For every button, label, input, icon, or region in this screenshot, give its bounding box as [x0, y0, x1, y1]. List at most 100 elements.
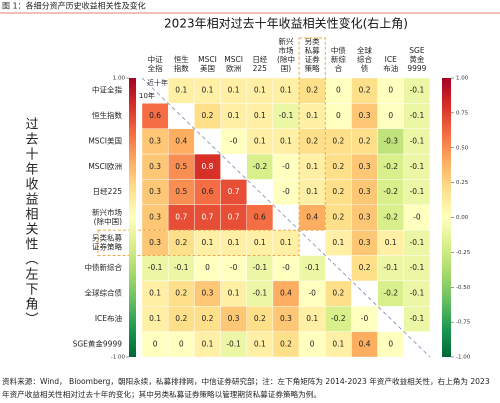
cell-value-label: -0.1 [252, 289, 267, 298]
cell-value-label: -0.2 [383, 289, 398, 298]
highlight-box [97, 229, 300, 256]
cell-value-label: 0.3 [359, 187, 371, 196]
cell-value-label: 0.2 [175, 289, 187, 298]
column-label: MSCI [224, 55, 243, 64]
cell-value-label: 0.1 [280, 86, 292, 95]
cell-value-label: 0 [388, 86, 393, 95]
cell-value-label: 0.3 [149, 213, 161, 222]
colorbar [442, 78, 451, 357]
colorbar-tick-label: 0.75 [456, 110, 469, 116]
row-label: SGE黄金9999 [73, 338, 123, 348]
colorbar-tick-label: -0.75 [456, 320, 471, 326]
heatmap-cell [351, 179, 378, 206]
column-label: 另类 [305, 36, 320, 46]
cell-value-label: 0.1 [332, 339, 344, 348]
cell-value-label: -0 [282, 187, 290, 196]
cell-value-label: 0.6 [254, 213, 266, 222]
annotation: 10年 [139, 91, 155, 100]
column-label: 市场 [279, 45, 294, 55]
column-label: 225 [253, 64, 268, 73]
cell-value-label: 0.1 [228, 86, 240, 95]
cell-value-label: -0 [282, 263, 290, 272]
cell-value-label: 0.7 [228, 187, 240, 196]
colorbar-tick-label: 0.00 [456, 215, 469, 221]
cell-value-label: 0 [153, 339, 158, 348]
cell-value-label: 0.4 [280, 289, 292, 298]
cell-value-label: -0.2 [252, 162, 267, 171]
heatmap-cell [377, 331, 405, 358]
heatmap-cell [298, 331, 326, 358]
heatmap-cell [246, 306, 274, 332]
diagonal-guide [141, 77, 431, 358]
row-label: (除中国) [94, 216, 122, 226]
cell-value-label: 0.2 [201, 314, 213, 323]
colorbar-tick-label: -0.50 [456, 285, 471, 291]
heatmap-cell [167, 331, 195, 358]
cell-value-label: 0 [336, 111, 341, 120]
heatmap-cell [377, 280, 405, 307]
cell-value-label: -0.2 [331, 314, 346, 323]
colorbar-tick-label: 1.00 [113, 76, 126, 82]
heatmap-cell [246, 128, 274, 155]
heatmap-cell [167, 153, 195, 180]
row-label: 证券策略 [92, 241, 122, 251]
column-label: 国) [281, 64, 291, 73]
heatmap-cell [403, 179, 431, 206]
heatmap-cell [246, 204, 274, 231]
cell-value-label: 0.1 [201, 86, 213, 95]
cell-value-label: 0.1 [175, 86, 187, 95]
heatmap-cell [377, 103, 405, 129]
cell-value-label: 0.2 [332, 213, 344, 222]
cell-value-label: 0.1 [280, 238, 292, 247]
colorbar-tick-label: -1.00 [111, 355, 126, 361]
heatmap-cell [351, 306, 378, 332]
heatmap-cell [272, 128, 300, 155]
heatmap-cell [403, 255, 431, 282]
heatmap-cell [377, 229, 405, 256]
cell-value-label: 0 [388, 339, 393, 348]
cell-value-label: -0.1 [226, 339, 241, 348]
cell-value-label: 0.7 [228, 213, 240, 222]
heatmap-cell [298, 153, 326, 180]
cell-value-label: 0.1 [201, 339, 213, 348]
heatmap-cell [298, 306, 326, 332]
heatmap-cell [194, 103, 221, 129]
heatmap-cell [141, 103, 169, 129]
column-label: (除中 [277, 54, 295, 64]
cell-value-label: 0.3 [359, 111, 371, 120]
heatmap-cell [351, 331, 378, 358]
heatmap-cell [220, 255, 247, 282]
column-label: MSCI [198, 55, 217, 64]
cell-value-label: 0.6 [201, 187, 213, 196]
cell-value-label: 0.1 [306, 314, 318, 323]
cell-value-label: -0.1 [410, 238, 425, 247]
column-label: 欧洲 [226, 63, 241, 73]
cell-value-label: 0.1 [201, 238, 213, 247]
row-label: MSCI美国 [88, 135, 122, 145]
column-label: 美国 [200, 63, 215, 73]
heatmap-cell [167, 204, 195, 231]
cell-value-label: 0.1 [306, 162, 318, 171]
row-label: ICE布油 [95, 313, 122, 323]
heatmap-cell [377, 128, 405, 155]
cell-value-label: 0.1 [385, 238, 397, 247]
cell-value-label: 0.1 [228, 111, 240, 120]
cell-value-label: 0.4 [306, 213, 318, 222]
cell-value-label: 0 [388, 111, 393, 120]
cell-value-label: 0.3 [359, 213, 371, 222]
heatmap-cell [272, 255, 300, 282]
heatmap-cell [325, 306, 352, 332]
heatmap-cell [403, 128, 431, 155]
heatmap-cell [194, 204, 221, 231]
column-label: 新兴 [279, 36, 294, 46]
cell-value-label: 0.2 [280, 339, 292, 348]
heatmap-cell [194, 229, 221, 256]
cell-value-label: -0 [230, 263, 238, 272]
cell-value-label: 0.1 [280, 136, 292, 145]
heatmap-cell [325, 128, 352, 155]
colorbar-tick-label: -1.00 [456, 355, 471, 361]
heatmap-cell [351, 128, 378, 155]
heatmap-cell [141, 280, 169, 307]
cell-value-label: -0 [361, 314, 369, 323]
cell-value-label: 0.2 [332, 136, 344, 145]
